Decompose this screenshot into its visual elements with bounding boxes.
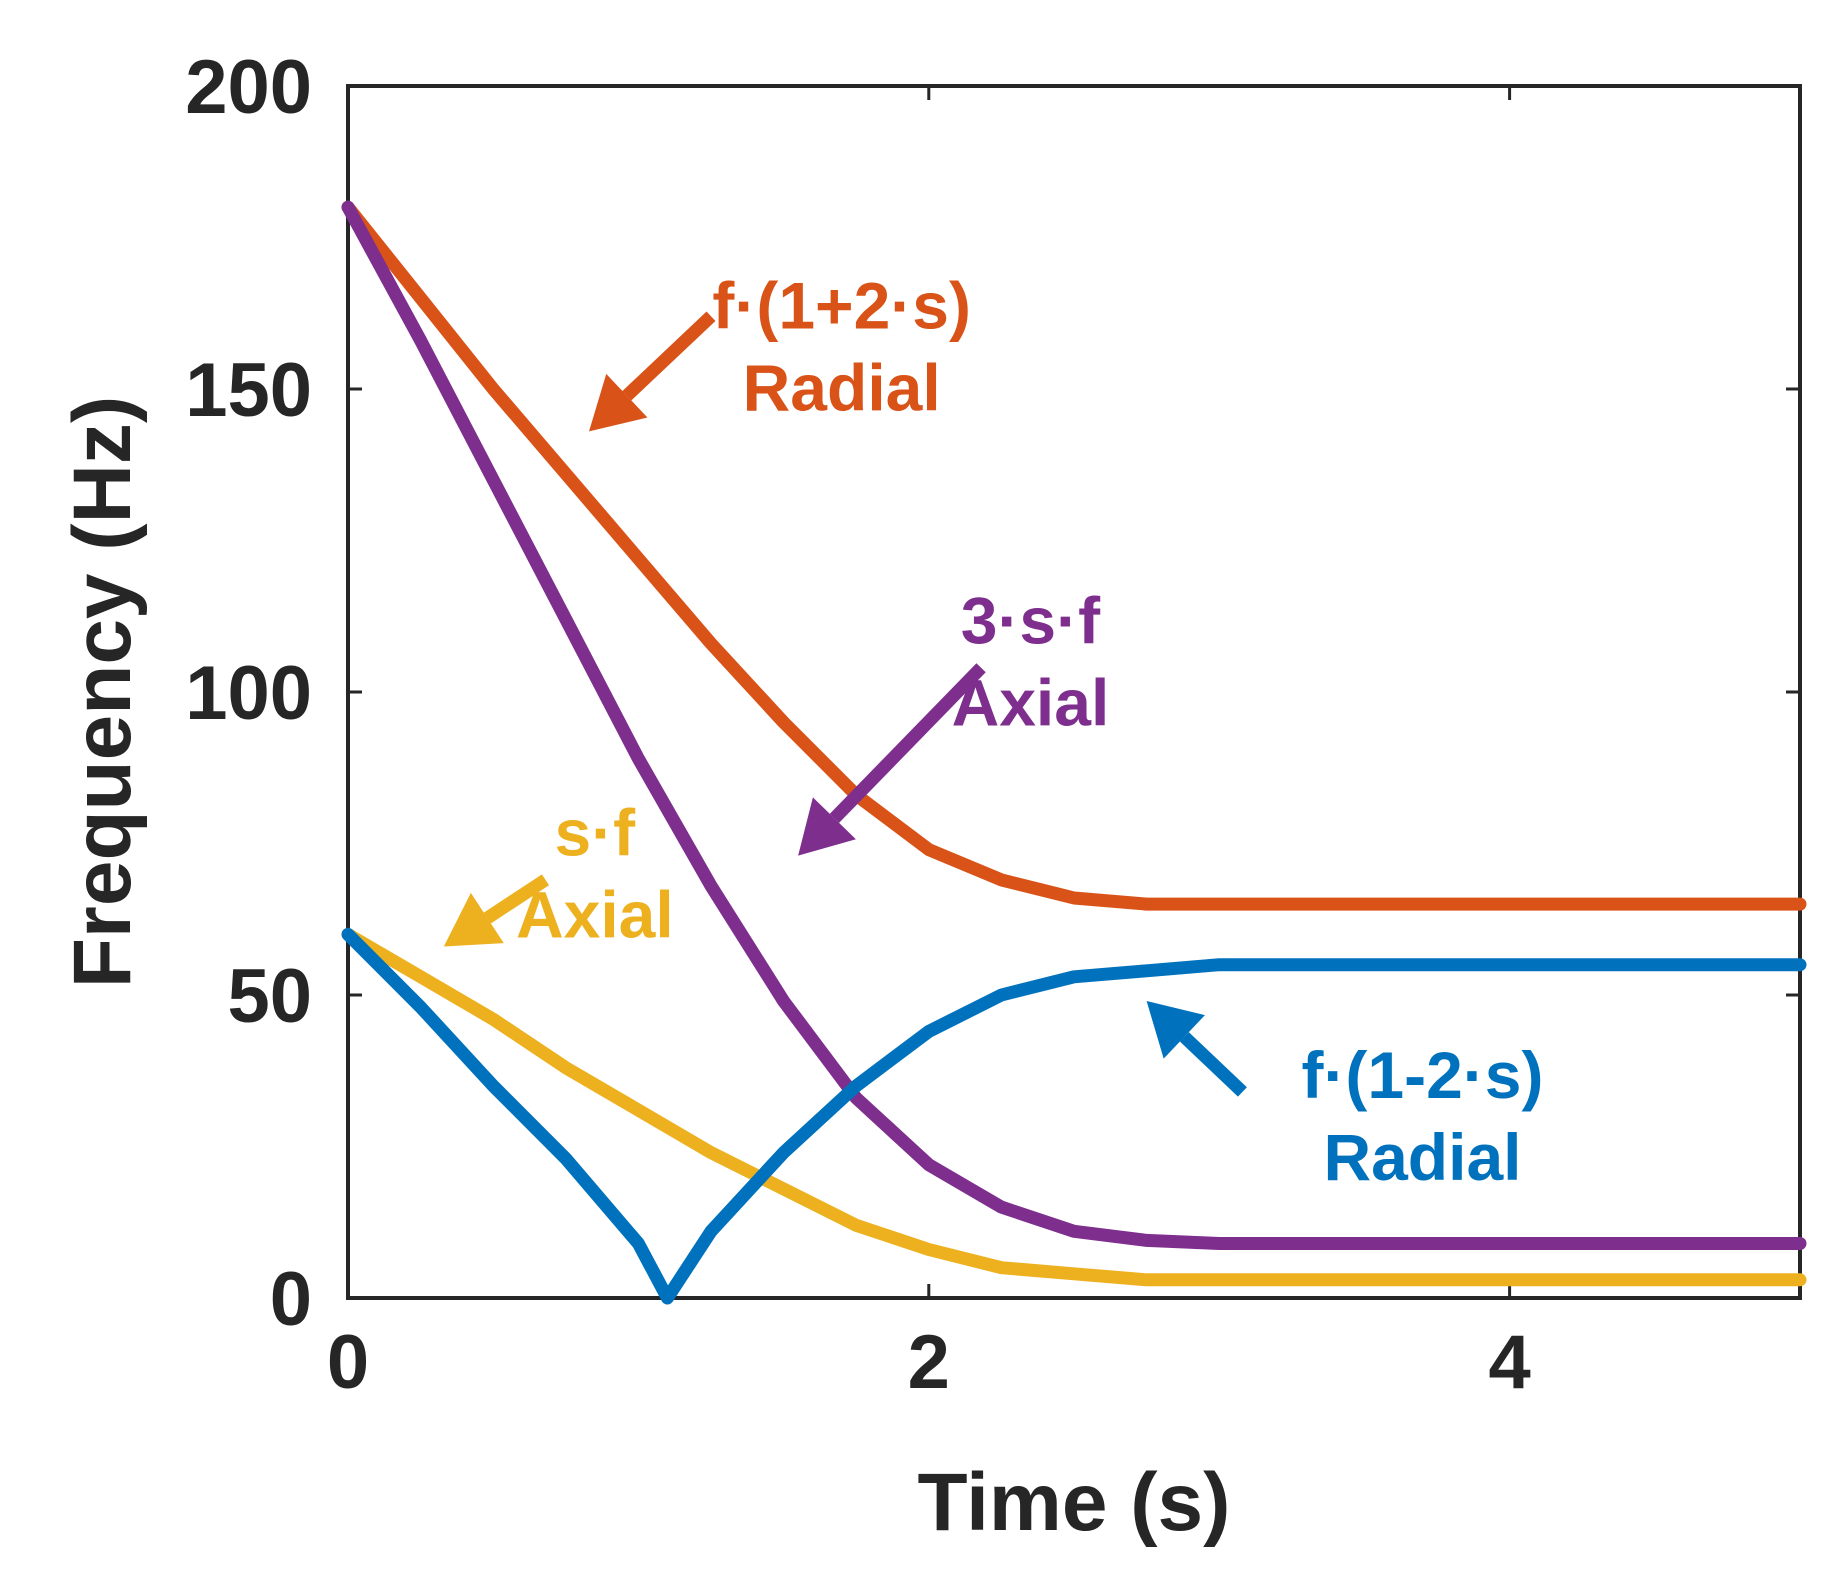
y-tick-label: 100 bbox=[185, 651, 312, 736]
x-axis-title: Time (s) bbox=[918, 1457, 1231, 1548]
annotation-label: Axial bbox=[516, 878, 674, 952]
annotation-arrow-head bbox=[1146, 1001, 1205, 1059]
series-line-1 bbox=[341, 200, 1807, 1250]
annotation-label: Radial bbox=[1323, 1120, 1521, 1194]
series-line-3 bbox=[341, 927, 1807, 1305]
plot-area: 0 2 4 0 50 100 150 200 f·(1+2·s) Radial 3·s·f Axia… bbox=[185, 45, 1807, 1405]
y-tick-label: 50 bbox=[227, 954, 312, 1039]
annotation-label: Axial bbox=[952, 666, 1110, 740]
annotation-label: 3·s·f bbox=[961, 584, 1101, 658]
annotation-arrow-shaft bbox=[483, 874, 550, 924]
annotation-arrow-head bbox=[589, 373, 648, 432]
annotation-arrow-shaft bbox=[829, 663, 986, 823]
series-layer bbox=[341, 200, 1807, 1305]
axis-ticks: 0 2 4 0 50 100 150 200 bbox=[185, 45, 1800, 1405]
series-line-2 bbox=[341, 927, 1807, 1287]
annotation-arrow-shaft bbox=[1179, 1032, 1247, 1097]
y-axis-title: Frequency (Hz) bbox=[57, 396, 148, 988]
annotation-label: Radial bbox=[743, 350, 941, 424]
annotation-arrow-shaft bbox=[622, 311, 716, 401]
annotation-label: f·(1-2·s) bbox=[1301, 1038, 1543, 1112]
y-tick-label: 0 bbox=[270, 1257, 312, 1342]
x-tick-label: 0 bbox=[327, 1320, 369, 1405]
annotation-layer: f·(1+2·s) Radial 3·s·f Axial s·f Axial f·(1-2·… bbox=[443, 268, 1543, 1194]
annotation-label: f·(1+2·s) bbox=[712, 268, 971, 342]
y-tick-label: 200 bbox=[185, 45, 312, 130]
x-tick-label: 4 bbox=[1488, 1320, 1530, 1405]
x-tick-label: 2 bbox=[908, 1320, 950, 1405]
y-tick-label: 150 bbox=[185, 348, 312, 433]
annotation-arrow-head bbox=[443, 892, 504, 947]
axis-labels: Time (s) Frequency (Hz) bbox=[57, 396, 1230, 1548]
annotation-arrow-head bbox=[798, 797, 856, 856]
series-line-0 bbox=[341, 200, 1807, 911]
annotation-label: s·f bbox=[555, 796, 637, 870]
